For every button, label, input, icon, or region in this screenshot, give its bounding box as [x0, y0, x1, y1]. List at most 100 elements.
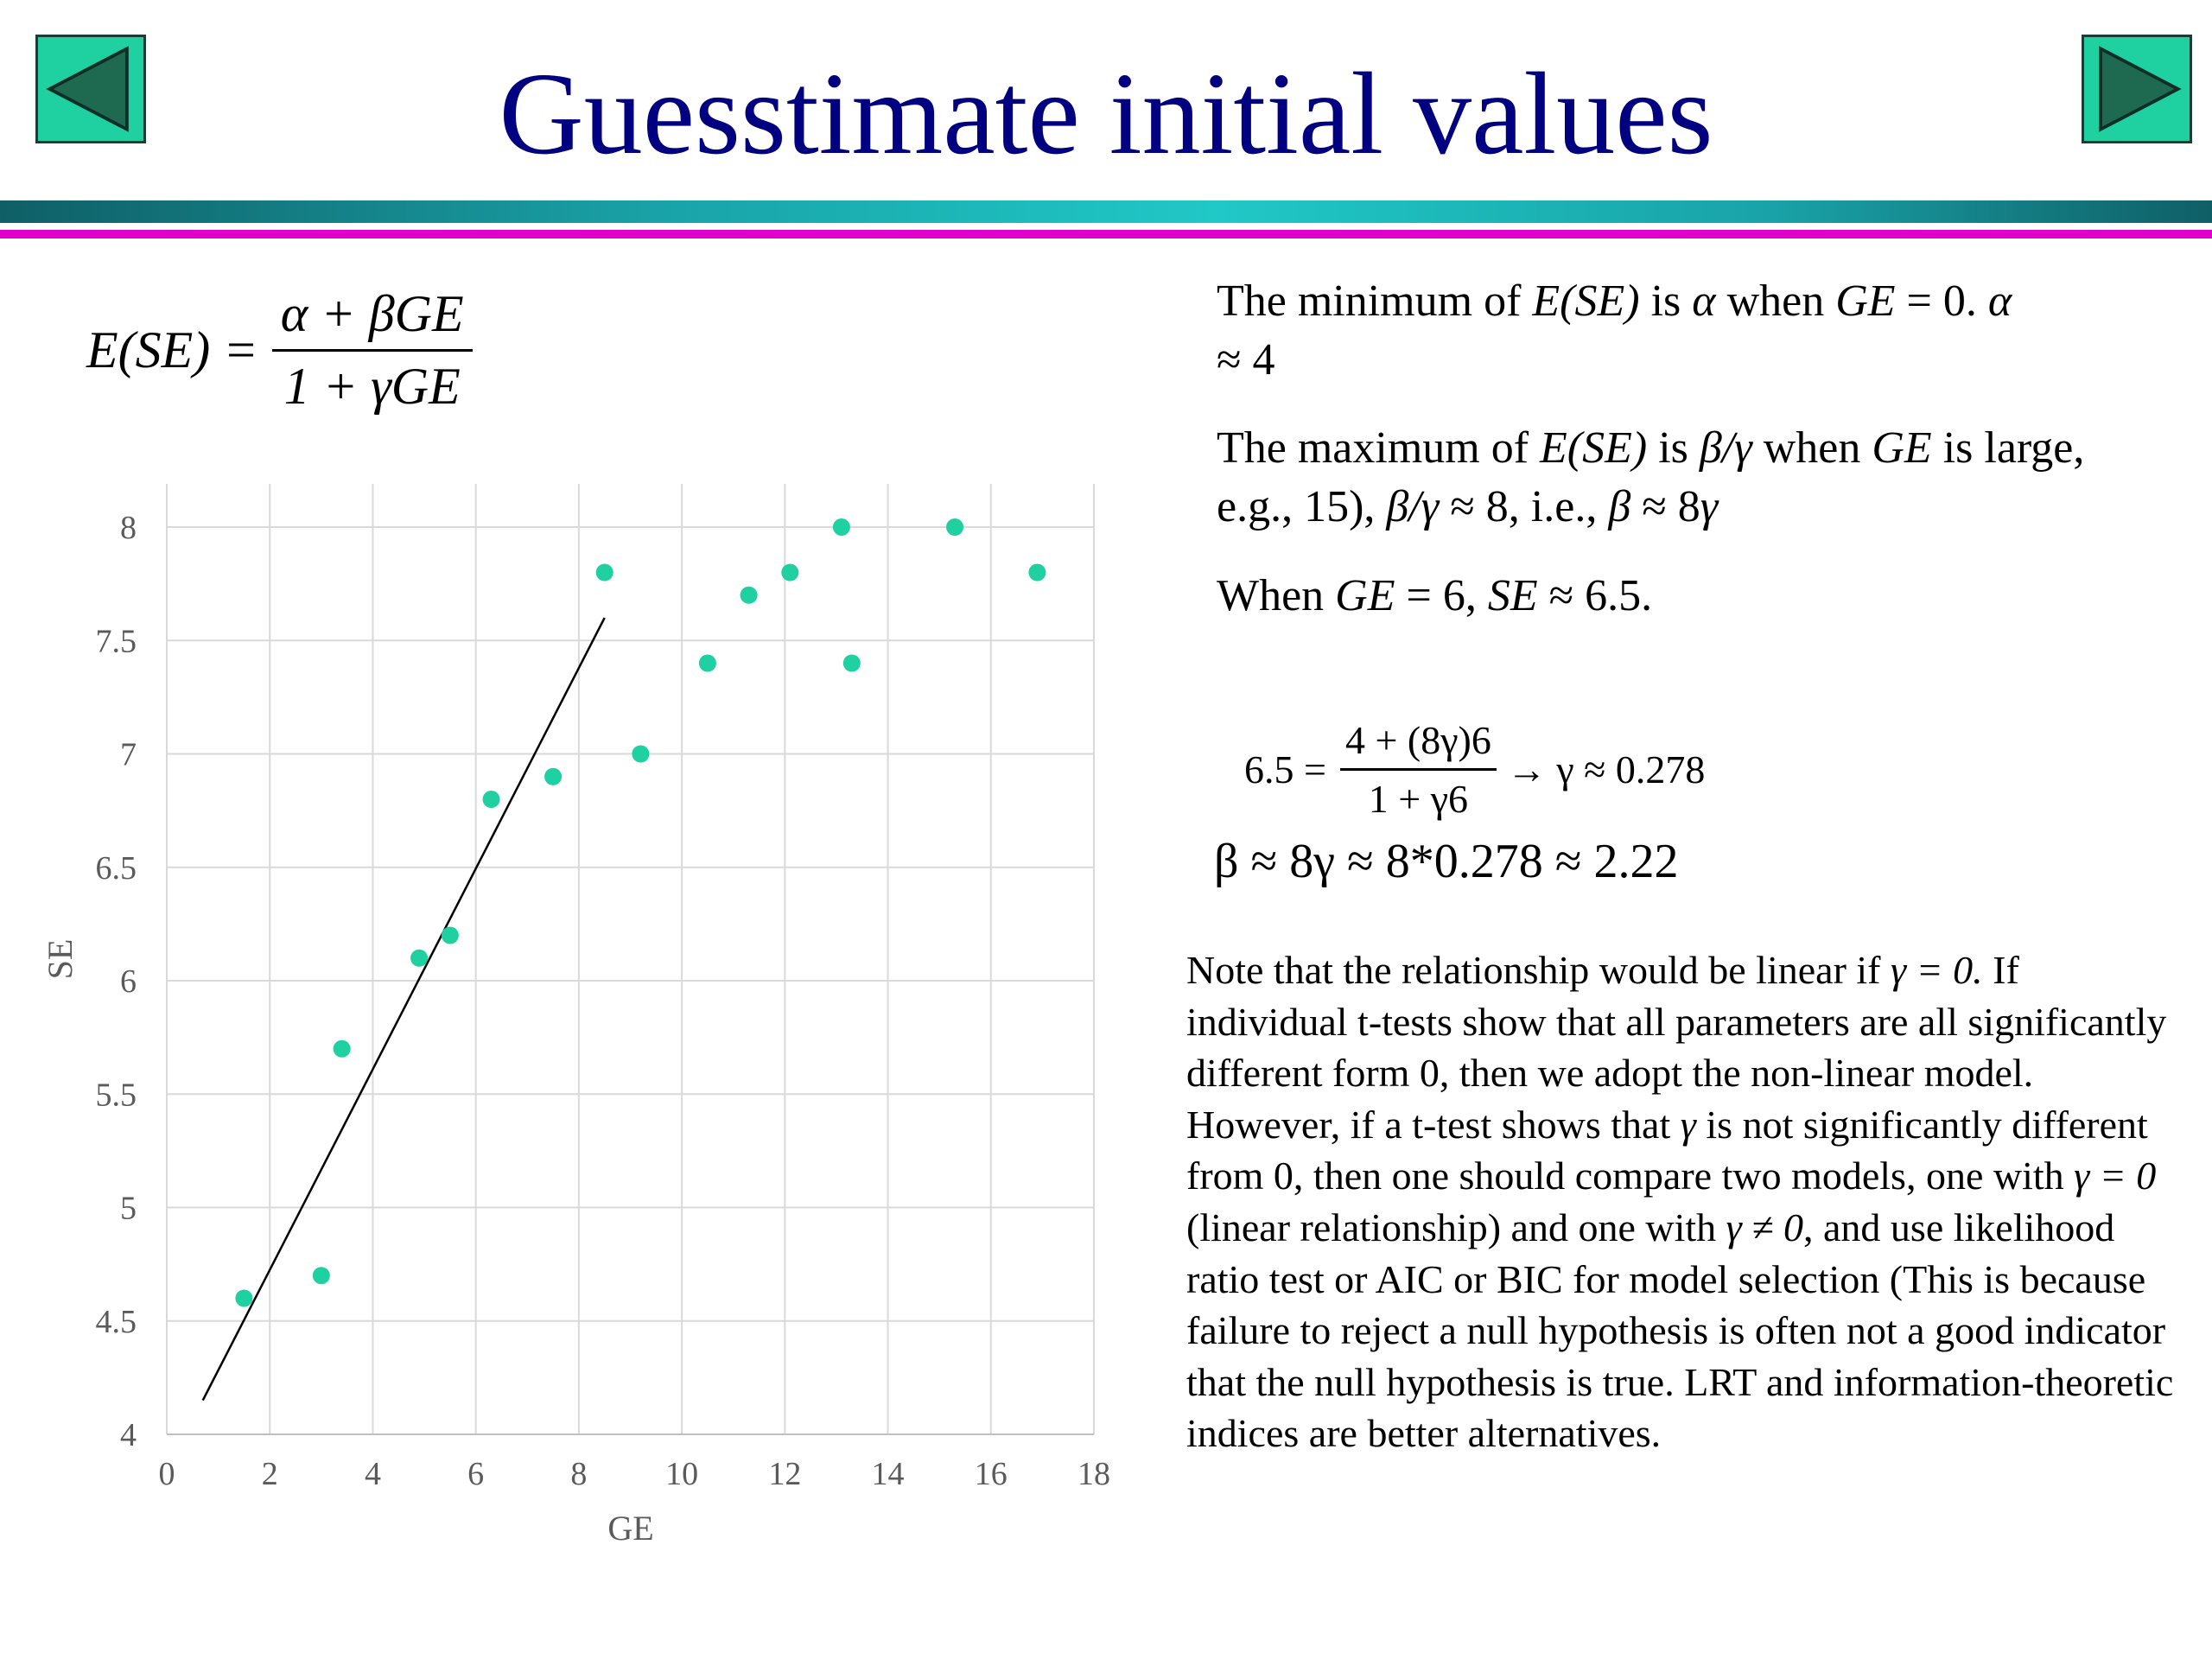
- text-segment: ≈ 6.5.: [1537, 571, 1653, 620]
- text-segment: when: [1715, 276, 1836, 326]
- slide-title: Guesstimate initial values: [499, 49, 1713, 179]
- text-segment: E(SE): [1532, 276, 1640, 326]
- data-point: [312, 1267, 330, 1285]
- y-tick-label: 6: [120, 963, 137, 1000]
- x-tick-label: 0: [159, 1456, 175, 1492]
- text-segment: (linear relationship) and one with: [1186, 1205, 1726, 1249]
- x-tick-label: 18: [1077, 1456, 1110, 1492]
- data-points: [235, 518, 1046, 1307]
- x-tick-label: 12: [768, 1456, 801, 1492]
- text-segment: α: [1987, 276, 2012, 326]
- beta-equation: β ≈ 8γ ≈ 8*0.278 ≈ 2.22: [1214, 835, 1679, 888]
- text-segment: γ = 0: [2074, 1154, 2157, 1198]
- maximum-paragraph: The maximum of E(SE) is β/γ when GE is l…: [1217, 419, 2124, 537]
- text-segment: Note that the relationship would be line…: [1186, 948, 1891, 992]
- y-tick-label: 5: [120, 1191, 137, 1227]
- data-point: [698, 654, 716, 672]
- x-axis-label: GE: [607, 1509, 653, 1548]
- previous-slide-button[interactable]: [35, 35, 146, 143]
- data-point: [595, 563, 613, 582]
- y-tick-label: 6.5: [96, 850, 137, 887]
- scatter-chart: 0 2 4 6 8 10 12 14 16 18 4 4.5 5 5.5 6 6.5 7 7.5 8 GE SE: [41, 484, 1111, 1548]
- text-segment: = 6,: [1395, 571, 1488, 620]
- text-segment: γ: [1680, 1102, 1696, 1147]
- title-rule-magenta: [0, 230, 2212, 238]
- text-segment: β/γ: [1699, 423, 1752, 473]
- y-tick-label: 7.5: [96, 623, 137, 659]
- text-segment: when: [1751, 423, 1872, 473]
- formula-fraction: α + βGE 1 + γGE: [271, 284, 473, 416]
- text-segment: α: [1692, 276, 1716, 326]
- gamma-equation: 6.5 = 4 + (8γ)6 1 + γ6 → γ ≈ 0.278: [1244, 717, 1705, 822]
- data-point: [1028, 563, 1046, 582]
- data-point: [482, 791, 500, 808]
- y-tick-label: 5.5: [96, 1077, 137, 1113]
- x-tick-label: 14: [872, 1456, 905, 1492]
- text-segment: When: [1217, 571, 1336, 620]
- when-paragraph: When GE = 6, SE ≈ 6.5.: [1217, 567, 2124, 626]
- text-segment: is: [1639, 276, 1693, 326]
- text-segment: is large, e.g., 15),: [1217, 423, 2085, 531]
- x-tick-label: 16: [975, 1456, 1007, 1492]
- y-tick-label: 7: [120, 737, 137, 773]
- data-point: [235, 1289, 253, 1307]
- text-segment: β/γ: [1386, 482, 1440, 531]
- x-tick-label: 4: [365, 1456, 381, 1492]
- minimum-paragraph: The minimum of E(SE) is α when GE = 0. α…: [1217, 272, 2124, 390]
- text-segment: β: [1608, 482, 1631, 531]
- y-axis-label: SE: [41, 939, 79, 980]
- text-segment: GE: [1335, 571, 1395, 620]
- formula-numerator: α + βGE: [271, 284, 473, 352]
- text-segment: , and use likelihood ratio test or AIC o…: [1186, 1205, 2174, 1456]
- title-rule-teal: [0, 200, 2212, 223]
- y-tick-label: 4: [120, 1417, 137, 1453]
- equation-denominator: 1 + γ6: [1368, 777, 1469, 821]
- trend-line: [201, 617, 606, 1402]
- text-segment: If individual t-tests show that all para…: [1186, 948, 2167, 1147]
- data-point: [832, 518, 850, 536]
- gridlines: [166, 484, 1095, 1435]
- text-segment: SE: [1487, 571, 1538, 620]
- formula-denominator: 1 + γGE: [283, 357, 461, 415]
- triangle-left-icon: [46, 46, 129, 132]
- data-point: [333, 1039, 351, 1058]
- text-segment: ≈ 8: [1630, 482, 1700, 531]
- data-point: [842, 654, 861, 672]
- y-tick-label: 8: [120, 510, 137, 546]
- text-segment: GE: [1872, 423, 1932, 473]
- text-segment: The maximum of: [1217, 423, 1541, 473]
- x-tick-label: 8: [570, 1456, 587, 1492]
- x-tick-label: 10: [665, 1456, 698, 1492]
- next-slide-button[interactable]: [2082, 35, 2192, 143]
- y-tick-label: 4.5: [96, 1304, 137, 1340]
- data-point: [441, 926, 459, 944]
- text-segment: E(SE): [1540, 423, 1648, 473]
- text-segment: γ: [1700, 482, 1719, 531]
- data-point: [946, 518, 964, 536]
- data-point: [740, 586, 758, 604]
- equation-rhs: → γ ≈ 0.278: [1506, 747, 1706, 791]
- text-segment: ≈ 4: [1217, 335, 1275, 385]
- text-segment: γ ≠ 0: [1726, 1205, 1804, 1249]
- tick-labels: 0 2 4 6 8 10 12 14 16 18 4 4.5 5 5.5 6 6.5 7 7.5 8: [96, 510, 1111, 1492]
- text-segment: is not significantly different from 0, t…: [1186, 1102, 2148, 1198]
- note-paragraph: Note that the relationship would be line…: [1186, 944, 2180, 1459]
- text-segment: ≈ 8, i.e.,: [1439, 482, 1609, 531]
- x-tick-label: 6: [467, 1456, 484, 1492]
- equation-fraction: 4 + (8γ)6 1 + γ6: [1339, 717, 1497, 822]
- formula-lhs: E(SE) =: [86, 321, 258, 378]
- data-point: [781, 563, 799, 582]
- equation-numerator: 4 + (8γ)6: [1339, 717, 1497, 771]
- text-segment: = 0.: [1895, 276, 1988, 326]
- model-formula: E(SE) = α + βGE 1 + γGE: [86, 281, 473, 419]
- trend-line-layer: [201, 617, 606, 1402]
- text-segment: γ = 0.: [1891, 948, 1983, 992]
- x-tick-label: 2: [262, 1456, 278, 1492]
- triangle-right-icon: [2099, 46, 2182, 132]
- data-point: [544, 767, 563, 785]
- text-segment: is: [1647, 423, 1700, 473]
- text-segment: GE: [1835, 276, 1896, 326]
- data-point: [632, 745, 650, 763]
- text-segment: The minimum of: [1217, 276, 1533, 326]
- data-point: [410, 949, 429, 967]
